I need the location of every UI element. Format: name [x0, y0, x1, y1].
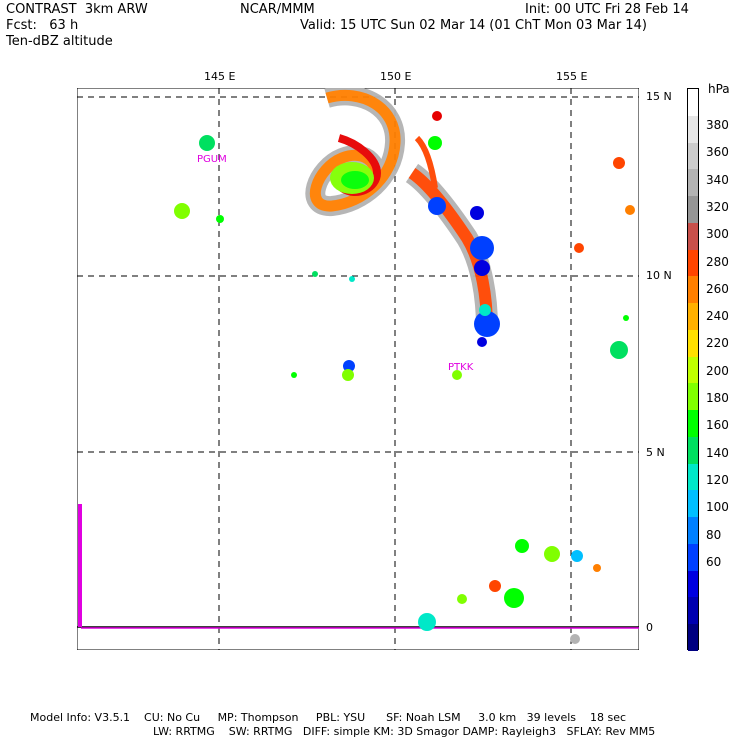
colorbar-segment [688, 196, 698, 224]
radar-map: PGUM PTKK [77, 88, 639, 650]
colorbar-segment [688, 383, 698, 411]
colorbar-label: 220 [706, 336, 729, 351]
station-label-ptkk: PTKK [448, 362, 474, 373]
center-title: NCAR/MMM [240, 2, 315, 17]
colorbar-label: 340 [706, 172, 729, 187]
colorbar-label: 280 [706, 254, 729, 269]
colorbar-segment [688, 490, 698, 518]
domain-boundary [78, 504, 82, 627]
colorbar-segment [688, 303, 698, 331]
lon-label-150: 150 E [380, 70, 412, 83]
colorbar-label: 200 [706, 363, 729, 378]
colorbar-label: 120 [706, 472, 729, 487]
colorbar-segment [688, 249, 698, 277]
colorbar-segment [688, 276, 698, 304]
colorbar-label: 300 [706, 227, 729, 242]
colorbar-segment [688, 463, 698, 491]
station-label-pgum: PGUM [197, 154, 227, 165]
colorbar-label: 360 [706, 145, 729, 160]
colorbar-label: 100 [706, 500, 729, 515]
lon-label-145: 145 E [204, 70, 236, 83]
convective-cells [174, 111, 635, 644]
cyclone-band [305, 88, 498, 329]
colorbar-segment [688, 142, 698, 170]
colorbar-label: 240 [706, 309, 729, 324]
lat-label-0: 0 [646, 621, 653, 634]
colorbar [687, 88, 699, 652]
lat-label-5: 5 N [646, 446, 665, 459]
colorbar-label: 60 [706, 554, 722, 569]
colorbar-label: 140 [706, 445, 729, 460]
model-info-line2: LW: RRTMG SW: RRTMG DIFF: simple KM: 3D … [153, 725, 656, 738]
lat-label-15: 15 N [646, 90, 672, 103]
colorbar-segment [688, 222, 698, 251]
lat-label-10: 10 N [646, 269, 672, 282]
colorbar-label: 180 [706, 391, 729, 405]
colorbar-segment [688, 169, 698, 197]
colorbar-segment [688, 410, 698, 438]
forecast-hour: Fcst: 63 h [6, 18, 79, 33]
colorbar-segment [688, 624, 698, 652]
valid-time: Valid: 15 UTC Sun 02 Mar 14 (01 ChT Mon … [300, 18, 647, 33]
colorbar-segment [688, 517, 698, 545]
colorbar-segment [688, 597, 698, 625]
colorbar-segment [688, 115, 698, 143]
init-time: Init: 00 UTC Fri 28 Feb 14 [525, 2, 689, 17]
colorbar-label: 160 [706, 418, 729, 433]
colorbar-segment [688, 543, 698, 572]
colorbar-segment [688, 356, 698, 384]
colorbar-label: 380 [706, 118, 729, 132]
field-name: Ten-dBZ altitude [6, 34, 113, 49]
colorbar-unit: hPa [708, 82, 730, 96]
colorbar-segment [688, 436, 698, 465]
colorbar-label: 80 [706, 527, 722, 542]
colorbar-segment [688, 329, 698, 358]
model-info-line1: Model Info: V3.5.1 CU: No Cu MP: Thompso… [30, 711, 627, 724]
model-title: CONTRAST 3km ARW [6, 2, 148, 17]
colorbar-label: 260 [706, 281, 729, 296]
colorbar-segment [688, 570, 698, 598]
colorbar-segment [688, 89, 698, 117]
lon-label-155: 155 E [556, 70, 588, 83]
colorbar-label: 320 [706, 199, 729, 214]
